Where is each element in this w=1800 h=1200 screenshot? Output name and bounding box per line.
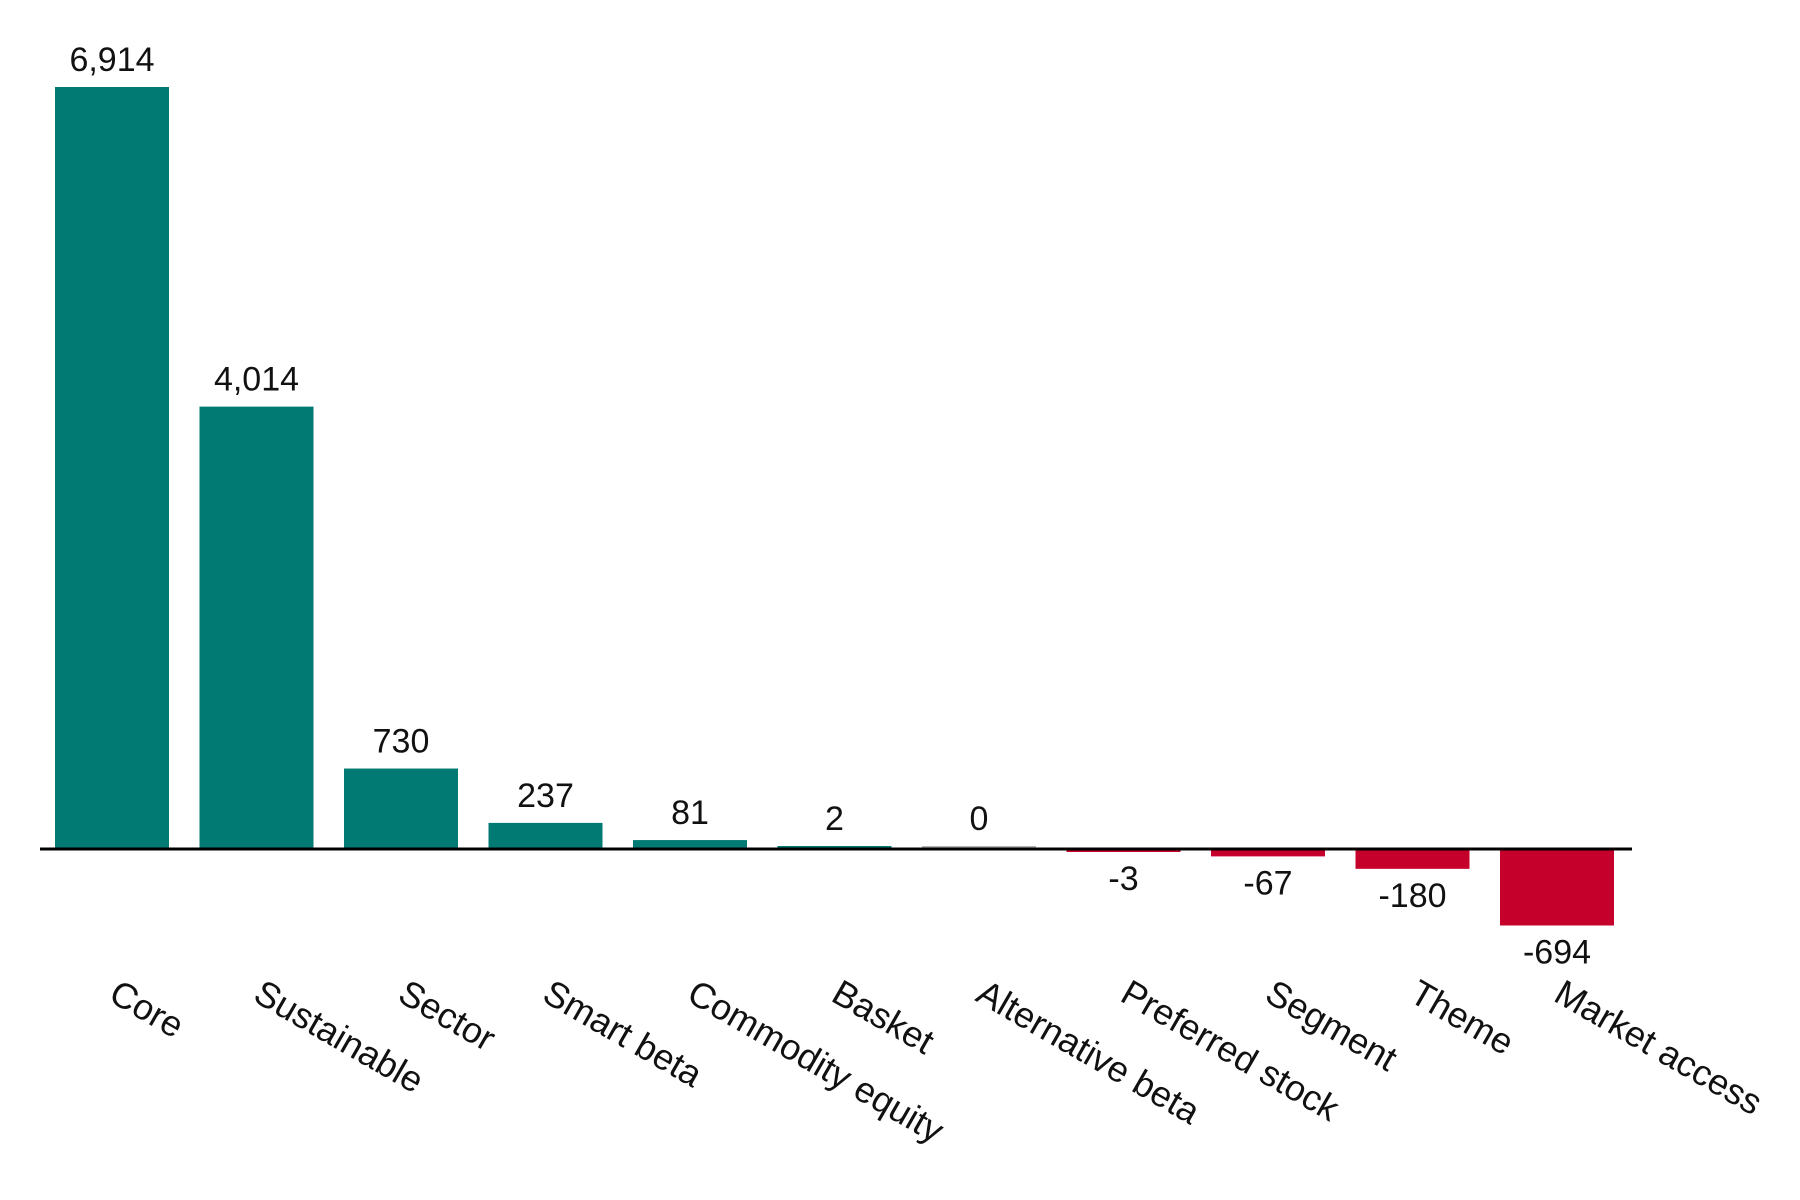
value-label: -3 <box>1108 860 1138 898</box>
value-label: 0 <box>970 800 989 838</box>
bar-sector <box>344 768 458 849</box>
bar-market-access <box>1500 849 1614 926</box>
bar-theme <box>1355 849 1470 869</box>
value-label: 81 <box>671 794 709 832</box>
value-label: 6,914 <box>69 41 154 79</box>
bar-commodity-equity <box>633 840 747 849</box>
category-label: Basket <box>826 971 942 1062</box>
category-label: Market access <box>1548 971 1769 1123</box>
bar-core <box>55 87 169 849</box>
category-label: Theme <box>1404 971 1522 1063</box>
value-label: -180 <box>1378 877 1446 915</box>
bar-smart-beta <box>488 822 603 849</box>
value-label: 4,014 <box>214 361 299 399</box>
category-label: Sector <box>392 971 503 1059</box>
value-label: -694 <box>1523 933 1591 971</box>
value-label: 2 <box>825 800 844 838</box>
value-label: 730 <box>373 723 430 761</box>
category-label: Commodity equity <box>681 971 951 1151</box>
value-label: -67 <box>1243 864 1292 902</box>
bar-segment <box>1211 849 1325 857</box>
category-label: Smart beta <box>537 971 711 1095</box>
bar-sustainable <box>199 406 314 849</box>
value-label: 237 <box>517 777 574 815</box>
category-label: Core <box>103 971 191 1046</box>
